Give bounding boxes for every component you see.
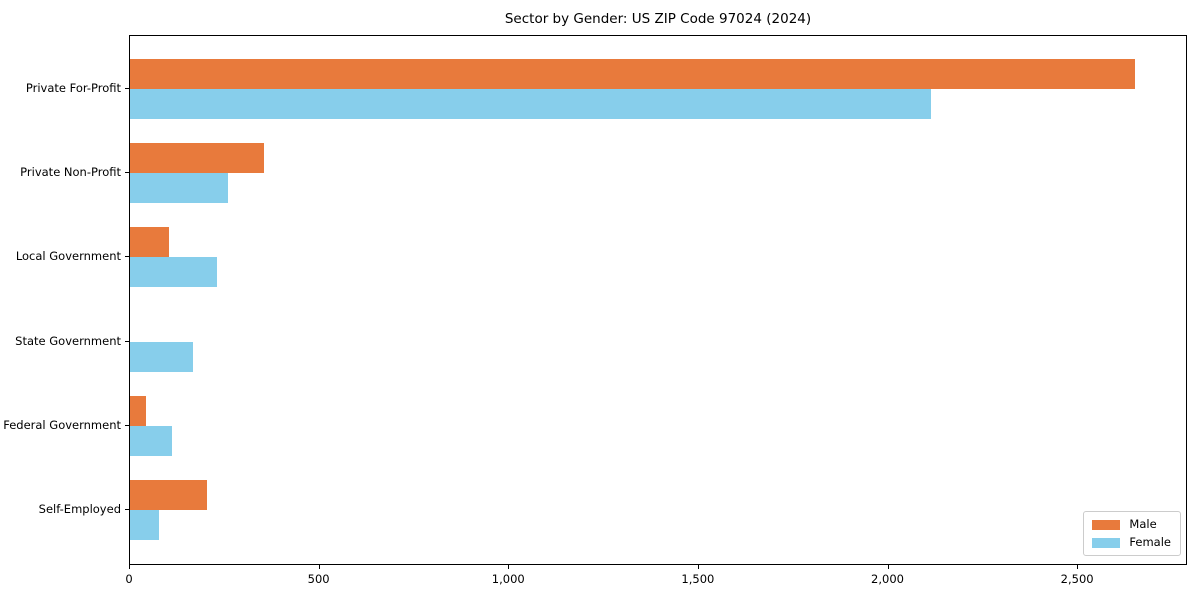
y-tick-mark bbox=[125, 509, 129, 510]
female-bar-private-for-profit bbox=[130, 89, 931, 119]
x-tick-label: 500 bbox=[307, 572, 330, 586]
legend-item-male: Male bbox=[1092, 518, 1171, 531]
y-tick-label: Local Government bbox=[15, 249, 121, 264]
x-tick-label: 2,000 bbox=[871, 572, 904, 586]
y-tick-label: Private For-Profit bbox=[25, 81, 121, 95]
x-tick-label: 1,000 bbox=[491, 572, 525, 586]
y-tick-label: Private Non-Profit bbox=[20, 165, 121, 180]
x-tick-mark bbox=[697, 565, 699, 569]
bars-layer bbox=[130, 36, 1186, 564]
x-tick-mark bbox=[887, 565, 889, 569]
x-tick-label: 2,500 bbox=[1060, 572, 1094, 586]
y-tick-mark bbox=[125, 256, 129, 258]
legend-swatch-female-icon bbox=[1092, 537, 1121, 548]
legend-label-female: Female bbox=[1129, 535, 1171, 549]
x-tick-mark bbox=[129, 565, 130, 569]
male-bar-self-employed bbox=[130, 480, 207, 510]
x-tick-label: 0 bbox=[125, 572, 133, 586]
y-tick-mark bbox=[125, 340, 129, 342]
male-bar-private-for-profit bbox=[130, 59, 1136, 89]
plot-area: Male Female bbox=[129, 35, 1187, 565]
legend-label-male: Male bbox=[1129, 517, 1157, 531]
male-bar-private-non-profit bbox=[130, 143, 264, 174]
x-tick-mark bbox=[1077, 565, 1079, 569]
y-tick-label: Federal Government bbox=[3, 417, 121, 432]
legend-item-female: Female bbox=[1092, 536, 1171, 549]
legend: Male Female bbox=[1083, 511, 1181, 556]
y-tick-mark bbox=[125, 88, 129, 89]
female-bar-self-employed bbox=[130, 510, 159, 540]
female-bar-private-non-profit bbox=[130, 173, 228, 204]
y-tick-label: Self-Employed bbox=[38, 502, 121, 516]
male-bar-federal-government bbox=[130, 395, 146, 426]
female-bar-local-government bbox=[130, 257, 217, 288]
chart-title: Sector by Gender: US ZIP Code 97024 (202… bbox=[504, 11, 812, 27]
x-tick-label: 1,500 bbox=[681, 572, 715, 586]
legend-swatch-male-icon bbox=[1092, 519, 1121, 530]
x-tick-mark bbox=[318, 565, 320, 569]
male-bar-local-government bbox=[130, 227, 170, 258]
y-tick-mark bbox=[125, 424, 129, 426]
female-bar-federal-government bbox=[130, 425, 173, 456]
y-tick-mark bbox=[125, 172, 129, 174]
x-tick-mark bbox=[508, 565, 510, 569]
y-tick-label: State Government bbox=[15, 333, 121, 348]
female-bar-state-government bbox=[130, 341, 193, 372]
